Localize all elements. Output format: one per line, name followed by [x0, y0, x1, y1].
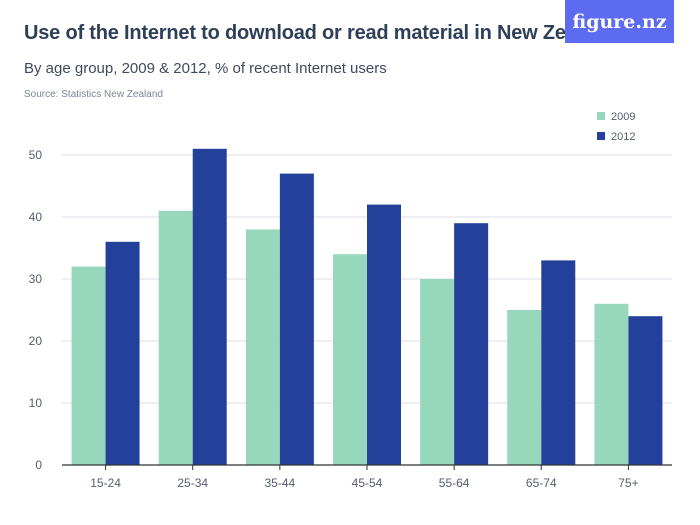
bar-2012-15-24[interactable] [105, 241, 140, 465]
bar-2009-75+[interactable] [594, 303, 629, 465]
y-tick-label: 40 [29, 210, 43, 224]
chart-title: Use of the Internet to download or read … [24, 22, 618, 44]
x-tick-label: 65-74 [526, 476, 557, 490]
bar-2012-55-64[interactable] [454, 223, 489, 465]
bar-2009-45-54[interactable] [333, 254, 367, 465]
x-tick-label: 15-24 [90, 476, 121, 490]
bar-2009-15-24[interactable] [71, 266, 106, 465]
chart-legend: 2009 2012 [597, 111, 635, 143]
bar-2012-25-34[interactable] [192, 148, 227, 466]
y-axis: 0 10 20 30 40 50 [29, 148, 43, 472]
bar-2009-25-34[interactable] [158, 210, 193, 465]
x-tick-label: 25-34 [177, 476, 208, 490]
chart-bars [71, 148, 663, 466]
x-tick-label: 45-54 [352, 476, 383, 490]
x-tick-label: 35-44 [265, 476, 296, 490]
x-tick-label: 55-64 [439, 476, 470, 490]
bar-2012-35-44[interactable] [279, 173, 314, 465]
bar-2012-65-74[interactable] [541, 260, 576, 465]
y-tick-label: 10 [29, 396, 43, 410]
bar-2009-35-44[interactable] [245, 229, 280, 465]
bar-2012-75+[interactable] [628, 316, 663, 465]
bar-2009-55-64[interactable] [420, 279, 455, 465]
chart-source: Source: Statistics New Zealand [24, 89, 163, 100]
x-tick-label: 75+ [618, 476, 638, 490]
legend-swatch-2012 [597, 132, 605, 140]
legend-label-2009: 2009 [611, 111, 635, 123]
y-tick-label: 30 [29, 272, 43, 286]
y-tick-label: 0 [35, 458, 42, 472]
legend-swatch-2009 [597, 112, 605, 120]
y-tick-label: 50 [29, 148, 43, 162]
y-tick-label: 20 [29, 334, 43, 348]
chart-subtitle: By age group, 2009 & 2012, % of recent I… [24, 60, 387, 77]
legend-label-2012: 2012 [611, 131, 635, 143]
x-axis: 15-24 25-34 35-44 45-54 55-64 65-74 75+ [62, 464, 672, 490]
figure-nz-logo[interactable]: figure.nz [565, 0, 674, 43]
bar-2012-45-54[interactable] [367, 204, 401, 465]
bar-2009-65-74[interactable] [507, 310, 542, 465]
